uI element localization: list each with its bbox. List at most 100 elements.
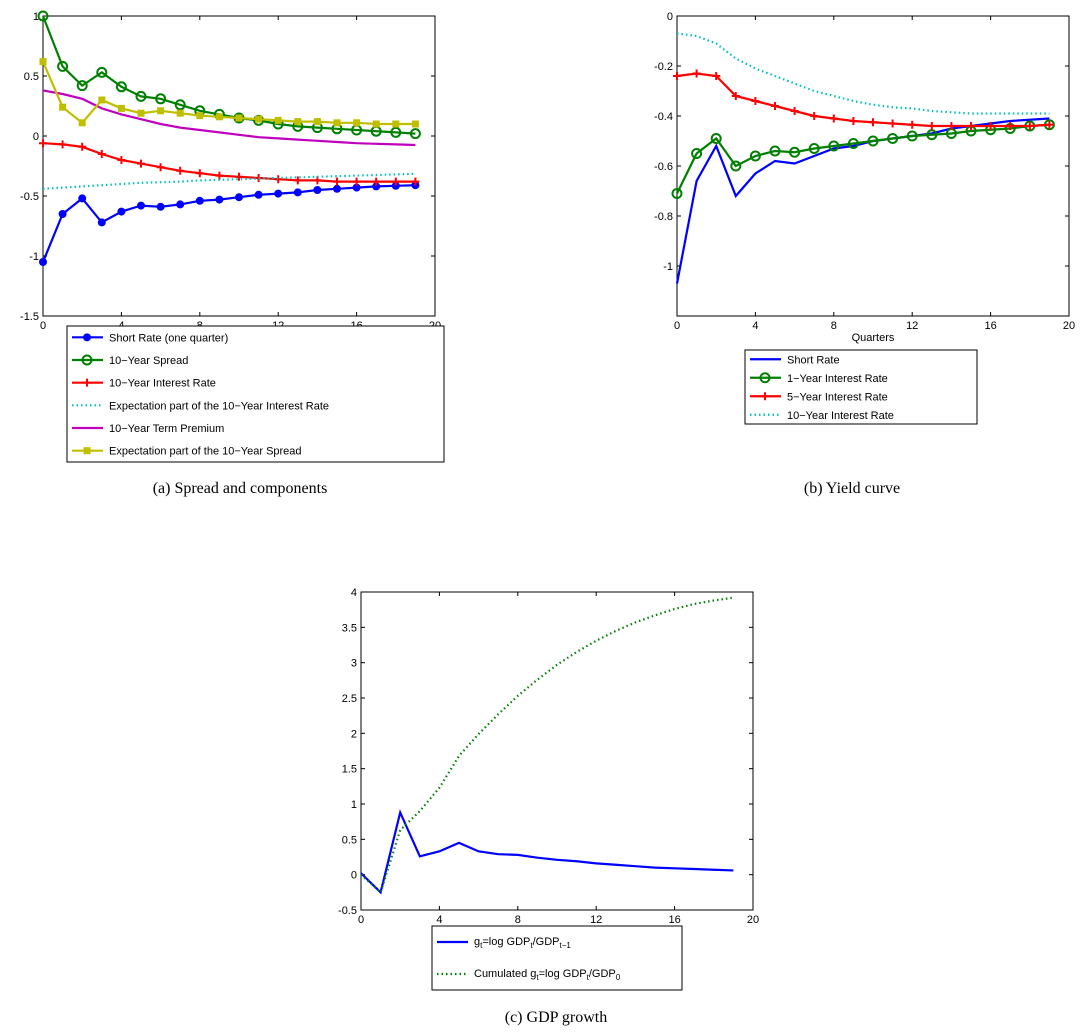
marker <box>847 138 859 149</box>
marker <box>235 193 243 202</box>
y-tick-label: -0.2 <box>654 61 673 73</box>
y-tick-label: 3 <box>351 658 357 670</box>
marker <box>947 122 956 130</box>
legend-label: 1−Year Interest Rate <box>787 373 888 385</box>
y-tick-label: 0 <box>33 131 39 143</box>
marker <box>751 97 760 105</box>
legend-label-part: /GDP <box>533 936 560 948</box>
legend-label-part: /GDP <box>589 968 616 980</box>
marker <box>759 372 771 384</box>
y-tick-label: 0 <box>667 11 673 23</box>
series-line <box>42 89 416 147</box>
marker <box>691 148 703 159</box>
x-tick-label: 16 <box>984 320 996 332</box>
legend-label: Expectation part of the 10−Year Spread <box>109 446 302 458</box>
y-tick-label: 3.5 <box>342 622 357 634</box>
marker <box>215 171 224 180</box>
legend-label-part: =log GDP <box>539 968 587 980</box>
legend-label-part: g <box>474 936 480 948</box>
marker <box>411 120 419 128</box>
x-tick-label: 8 <box>831 320 837 332</box>
marker <box>692 69 701 78</box>
marker <box>313 186 322 194</box>
marker <box>391 181 400 190</box>
legend <box>66 325 445 463</box>
marker <box>333 177 341 186</box>
marker <box>195 196 204 205</box>
marker <box>78 142 87 151</box>
marker <box>235 172 243 181</box>
x-tick-label: 16 <box>668 914 680 926</box>
marker <box>411 177 420 186</box>
marker <box>156 163 165 172</box>
marker <box>869 118 877 127</box>
marker <box>274 116 282 124</box>
marker <box>39 258 47 266</box>
marker <box>391 177 400 186</box>
marker <box>39 58 47 66</box>
y-tick-label: 2.5 <box>342 693 357 705</box>
legend-label-part: t−1 <box>560 941 572 950</box>
x-tick-label: 8 <box>515 914 521 926</box>
series-line <box>675 117 1050 284</box>
caption: (b) Yield curve <box>804 480 900 497</box>
marker <box>37 10 49 22</box>
marker <box>76 80 88 92</box>
marker <box>176 200 185 209</box>
marker <box>255 115 263 123</box>
marker <box>81 354 93 366</box>
y-tick-label: -0.5 <box>20 191 39 203</box>
y-tick-label: 1 <box>33 11 39 23</box>
marker <box>215 113 223 121</box>
marker <box>254 174 263 182</box>
marker <box>789 146 801 158</box>
legend-label-part: Cumulated g <box>474 968 536 980</box>
marker <box>155 93 167 105</box>
marker <box>771 102 779 110</box>
marker <box>673 72 681 80</box>
marker <box>117 156 126 164</box>
legend <box>431 925 683 991</box>
legend <box>744 349 978 425</box>
marker <box>137 201 145 210</box>
marker <box>274 175 283 184</box>
marker <box>83 333 91 342</box>
marker <box>117 207 126 216</box>
marker <box>353 119 361 127</box>
marker <box>294 118 302 126</box>
marker <box>58 140 67 149</box>
marker <box>78 119 86 127</box>
marker <box>235 114 243 122</box>
marker <box>97 218 106 227</box>
marker <box>254 190 263 199</box>
y-tick-label: 1 <box>351 799 357 811</box>
marker <box>1045 120 1054 129</box>
marker <box>98 96 106 104</box>
marker <box>78 194 87 203</box>
marker <box>274 189 283 198</box>
marker <box>333 184 341 193</box>
legend-label-part: =log GDP <box>482 936 530 948</box>
legend-label: Expectation part of the 10−Year Interest… <box>109 400 329 412</box>
marker <box>888 119 897 128</box>
y-tick-label: -1 <box>29 251 39 263</box>
marker <box>174 99 186 111</box>
x-tick-label: 0 <box>674 320 680 332</box>
x-tick-label: 12 <box>906 320 918 332</box>
marker <box>761 392 769 401</box>
marker <box>352 183 361 192</box>
marker <box>808 143 820 154</box>
marker <box>83 378 91 387</box>
y-tick-label: -1.5 <box>20 311 39 323</box>
x-tick-label: 0 <box>40 320 46 332</box>
y-tick-label: 0.5 <box>24 71 39 83</box>
legend-label: gt=log GDPt/GDPt−1 <box>474 936 571 950</box>
plot-area <box>42 15 436 317</box>
marker <box>790 107 799 115</box>
marker <box>829 114 838 123</box>
series-line <box>360 809 734 895</box>
marker <box>117 104 125 112</box>
y-tick-label: 0.5 <box>342 834 357 846</box>
legend-label: 10−Year Term Premium <box>109 423 224 435</box>
